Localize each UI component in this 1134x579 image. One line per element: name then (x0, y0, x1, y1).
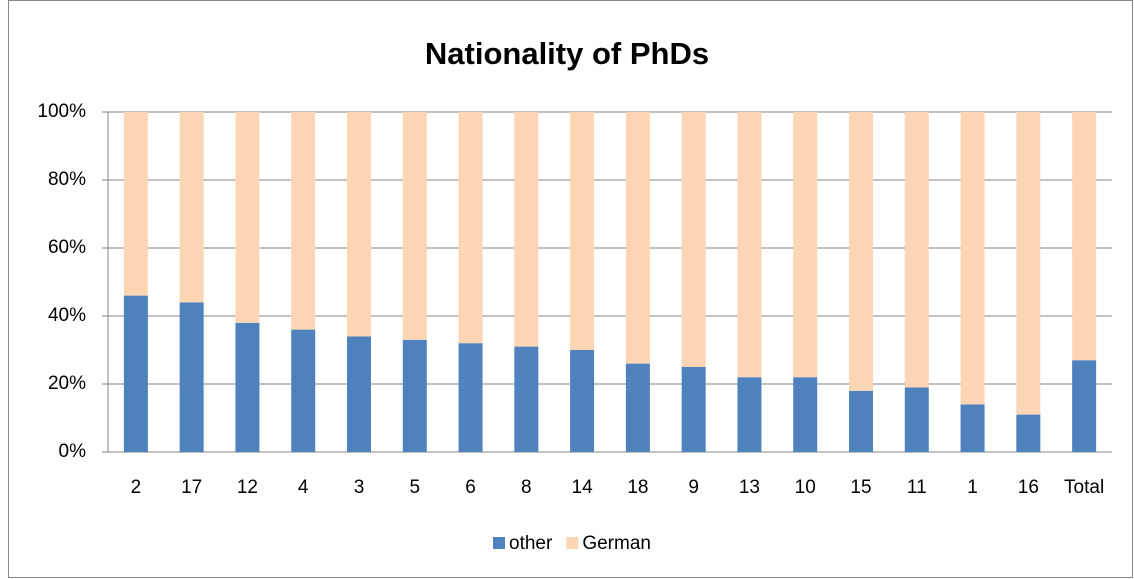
bar-segment (514, 112, 539, 347)
bar-segment (123, 112, 148, 296)
x-tick-label: 8 (521, 477, 532, 498)
x-tick-label: 11 (907, 477, 927, 498)
x-tick-label: 13 (739, 477, 760, 498)
bar-segment (849, 390, 873, 452)
legend-label: other (509, 533, 553, 554)
bar-segment (681, 367, 706, 452)
y-tick-label: 80% (48, 169, 86, 190)
bar-segment (849, 112, 873, 391)
bar-segment (625, 112, 650, 364)
bar-segment (793, 112, 818, 378)
x-tick-label: 5 (409, 477, 420, 498)
bar-segment (123, 295, 148, 452)
bar-segment (737, 377, 762, 452)
bar-segment (737, 112, 762, 378)
x-tick-label: 3 (354, 477, 365, 498)
legend-swatch (566, 537, 579, 549)
bar-segment (514, 346, 539, 452)
x-tick-label: 10 (795, 477, 816, 498)
bar-segment (904, 387, 929, 452)
bar-segment (1016, 112, 1041, 415)
bar-segment (625, 363, 650, 452)
x-tick-label: 4 (298, 477, 309, 498)
x-tick-label: 14 (572, 477, 594, 498)
x-tick-label: Total (1064, 477, 1104, 498)
chart-title: Nationality of PhDs (425, 36, 709, 71)
bar-segment (291, 112, 316, 330)
bar-segment (904, 112, 929, 388)
y-tick-label: 100% (37, 101, 86, 122)
y-tick-label: 60% (48, 237, 86, 258)
bar-segment (347, 112, 371, 337)
bar-segment (458, 343, 483, 452)
legend-label: German (582, 533, 651, 554)
y-tick-label: 0% (59, 441, 87, 462)
x-tick-label: 12 (237, 477, 258, 498)
bar-segment (793, 377, 818, 452)
x-tick-label: 6 (465, 477, 476, 498)
bar-segment (179, 112, 204, 303)
bar-segment (570, 350, 595, 452)
x-tick-label: 15 (850, 477, 871, 498)
y-tick-label: 40% (48, 305, 86, 326)
bar-segment (1072, 360, 1097, 452)
bar-segment (570, 112, 595, 350)
bar-segment (179, 302, 204, 452)
bar-segment (960, 404, 985, 452)
x-tick-label: 18 (627, 477, 648, 498)
bar-segment (681, 112, 706, 367)
y-tick-label: 20% (48, 373, 86, 394)
bar-segment (1072, 112, 1097, 361)
bar-segment (347, 336, 371, 452)
legend-swatch (493, 537, 505, 549)
bar-segment (1016, 414, 1041, 452)
bar-segment (235, 322, 260, 452)
x-tick-label: 17 (181, 477, 202, 498)
bar-segment (235, 112, 260, 323)
bar-segment (402, 339, 427, 452)
bar-segment (402, 112, 427, 340)
x-tick-label: 9 (688, 477, 699, 498)
bar-segment (458, 112, 483, 344)
bar-segment (960, 112, 985, 405)
x-tick-label: 2 (131, 477, 142, 498)
bar-segment (291, 329, 316, 452)
x-tick-label: 1 (967, 477, 978, 498)
x-tick-label: 16 (1018, 477, 1039, 498)
